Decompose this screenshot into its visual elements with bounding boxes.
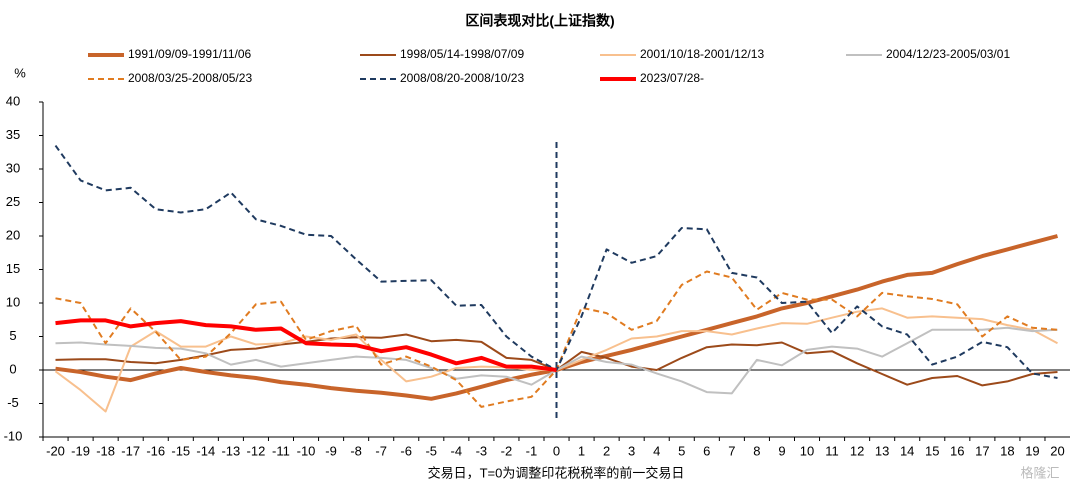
legend-label: 2004/12/23-2005/03/01 [886,47,1010,61]
x-tick-label: -10 [297,443,316,458]
x-tick-label: 18 [1000,443,1014,458]
chart-title: 区间表现对比(上证指数) [465,13,614,29]
y-tick-label: 40 [6,93,20,108]
legend-label: 1991/09/09-1991/11/06 [128,47,252,61]
legend-label: 1998/05/14-1998/07/09 [400,47,524,61]
x-tick-label: -9 [325,443,337,458]
x-tick-label: -1 [526,443,538,458]
x-tick-label: -18 [96,443,115,458]
x-tick-label: -7 [375,443,387,458]
x-tick-label: -5 [425,443,437,458]
x-tick-label: 13 [875,443,889,458]
legend-label: 2008/03/25-2008/05/23 [128,71,252,85]
y-axis-label: % [14,65,26,80]
x-tick-label: -4 [451,443,463,458]
x-tick-label: 3 [628,443,635,458]
x-tick-label: -17 [121,443,140,458]
x-tick-label: 8 [753,443,760,458]
x-tick-label: 1 [578,443,585,458]
y-tick-label: 5 [9,328,16,343]
x-tick-label: 12 [850,443,864,458]
legend-label: 2008/08/20-2008/10/23 [400,71,524,85]
y-tick-label: -10 [4,428,23,443]
x-tick-label: 17 [975,443,989,458]
x-tick-label: -20 [46,443,65,458]
x-tick-label: 9 [778,443,785,458]
y-tick-label: 20 [6,227,20,242]
x-tick-label: -6 [400,443,412,458]
x-tick-label: 7 [728,443,735,458]
x-tick-label: -19 [71,443,90,458]
x-tick-label: 2 [603,443,610,458]
x-tick-label: -15 [171,443,190,458]
x-tick-label: 5 [678,443,685,458]
y-tick-label: 0 [9,361,16,376]
x-tick-label: 11 [825,443,839,458]
series-line [55,318,557,372]
x-tick-label: 19 [1025,443,1039,458]
x-tick-label: -12 [247,443,266,458]
x-tick-label: -11 [272,443,290,458]
x-tick-label: 14 [900,443,914,458]
watermark: 格隆汇 [1020,465,1059,480]
x-tick-label: -8 [350,443,362,458]
x-tick-label: 4 [653,443,660,458]
x-tick-label: -2 [501,443,513,458]
x-tick-label: 0 [553,443,560,458]
y-tick-label: -5 [7,395,19,410]
x-tick-label: -3 [476,443,488,458]
x-tick-label: 16 [950,443,964,458]
y-tick-label: 35 [6,127,20,142]
y-tick-label: 30 [6,160,20,175]
x-tick-label: 10 [800,443,814,458]
legend-label: 2001/10/18-2001/12/13 [640,47,764,61]
legend-label: 2023/07/28- [640,71,704,85]
x-tick-label: -16 [146,443,165,458]
x-tick-label: -13 [221,443,240,458]
x-tick-label: -14 [196,443,215,458]
x-tick-label: 6 [703,443,710,458]
y-tick-label: 15 [6,261,20,276]
x-tick-label: 15 [925,443,939,458]
x-axis-label: 交易日，T=0为调整印花税税率的前一交易日 [428,465,685,480]
y-tick-label: 10 [6,294,20,309]
x-tick-label: 20 [1050,443,1064,458]
y-tick-label: 25 [6,194,20,209]
